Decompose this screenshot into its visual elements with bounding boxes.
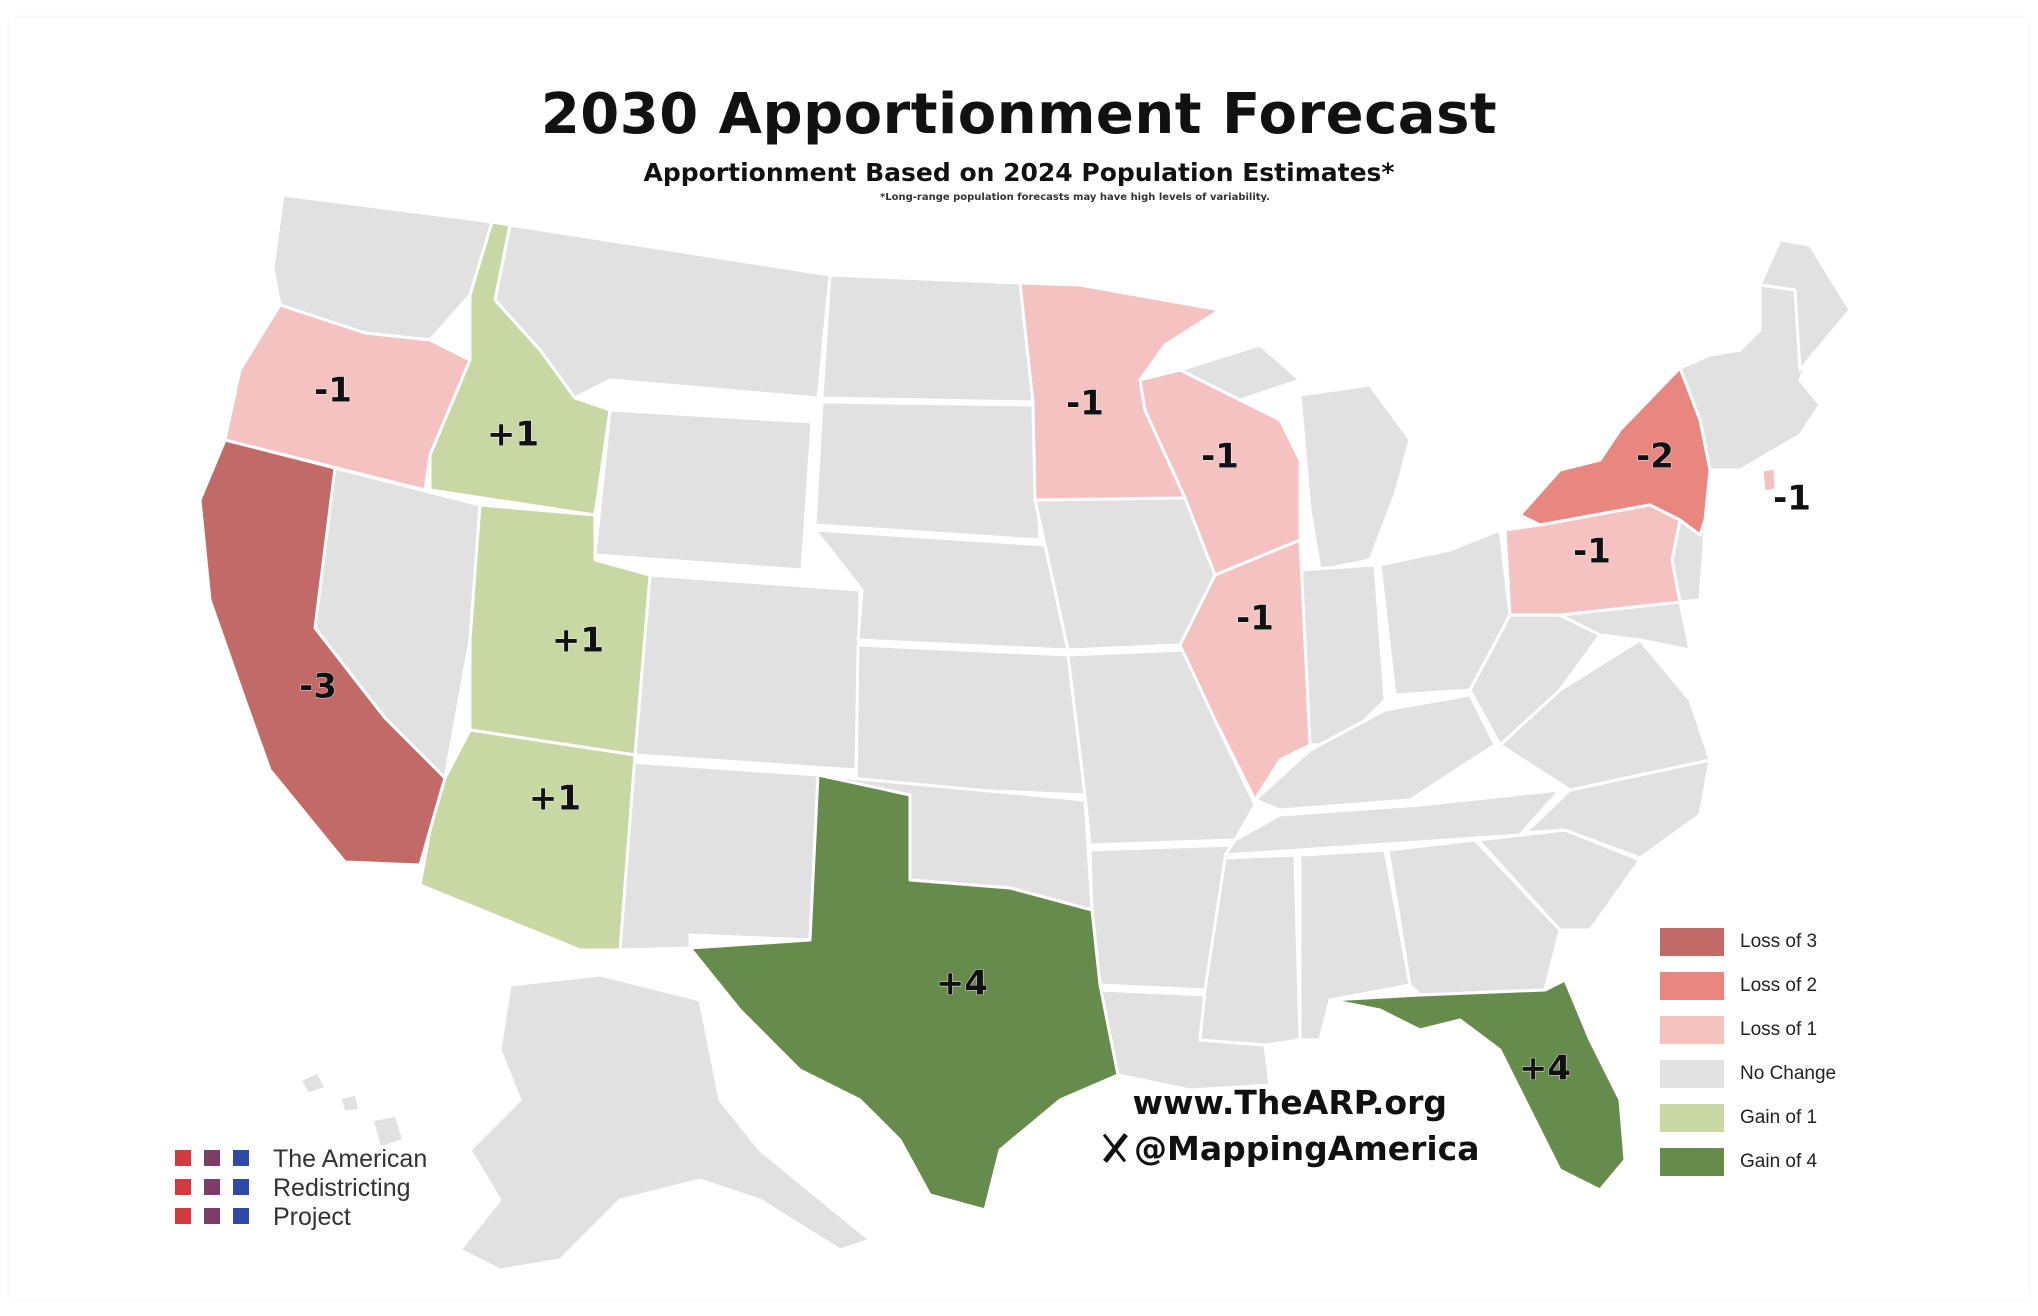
state-maine [1758,238,1852,372]
legend-label: No Change [1740,1063,1837,1084]
state-label-utah: +1 [552,621,604,661]
state-label-rhode-island: -1 [1773,479,1811,519]
base-states [271,193,1852,1272]
state-illinois [1178,538,1312,802]
logo-square [204,1208,220,1224]
state-label-california: -3 [299,667,337,707]
state-tennessee [1223,788,1562,857]
legend-item: Loss of 1 [1660,1008,1836,1052]
state-idaho [428,220,612,517]
state-label-illinois: -1 [1236,599,1274,639]
state-rhode-island [1760,466,1778,494]
map-subtitle: Apportionment Based on 2024 Population E… [643,158,1395,187]
legend-item: Loss of 3 [1660,920,1836,964]
state-label-pennsylvania: -1 [1573,532,1611,572]
state-pennsylvania [1503,503,1682,617]
logo-square [204,1179,220,1195]
logo-square [204,1150,220,1166]
state-wyoming [593,408,814,572]
state-california [198,438,447,867]
changed-states [198,220,1778,1212]
state-mississippi [1198,853,1302,1047]
state-label-oregon: -1 [314,371,352,411]
logo-square [175,1179,191,1195]
social-handle-text: @MappingAmerica [1134,1129,1480,1168]
legend-label: Loss of 3 [1740,931,1818,952]
credits: www.TheARP.org @MappingAmerica [1100,1080,1480,1172]
legend-swatch [1660,1016,1724,1044]
legend-item: Gain of 1 [1660,1096,1836,1140]
map-footnote: *Long-range population forecasts may hav… [880,192,1270,203]
state-utah [468,503,652,757]
state-hawaii [298,1070,406,1150]
logo-line: Redistricting [273,1174,411,1202]
social-handle[interactable]: @MappingAmerica [1100,1126,1480,1172]
logo-line: The American [273,1145,428,1173]
logo-square [233,1208,249,1224]
legend-label: Gain of 4 [1740,1151,1818,1172]
state-north-dakota [820,273,1035,404]
logo-square [175,1150,191,1166]
state-arizona [418,728,637,952]
logo-square [233,1150,249,1166]
logo-square [233,1179,249,1195]
state-change-labels: -1 +1 -3 +1 +1 +4 -1 -1 -1 -2 -1 -1 +4 [299,370,1812,1089]
legend-swatch [1660,972,1724,1000]
legend-swatch [1660,1060,1724,1088]
logo-line: Project [273,1203,351,1231]
legend-item: Loss of 2 [1660,964,1836,1008]
legend-item: No Change [1660,1052,1836,1096]
state-label-arizona: +1 [529,779,581,819]
legend-label: Loss of 2 [1740,975,1818,996]
logo-squares-icon [175,1150,249,1224]
legend-swatch [1660,1104,1724,1132]
state-texas [688,773,1120,1212]
state-south-dakota [813,400,1042,542]
x-logo-icon [1100,1133,1130,1163]
state-new-mexico [618,760,820,952]
state-label-florida: +4 [1519,1049,1571,1089]
state-alaska [458,973,872,1272]
state-label-idaho: +1 [487,415,539,455]
state-label-minnesota: -1 [1066,384,1104,424]
legend: Loss of 3 Loss of 2 Loss of 1 No Change Gain… [1660,920,1836,1184]
logo-text: The American Redistricting Project [273,1145,427,1232]
map-title: 2030 Apportionment Forecast [540,82,1498,147]
arp-logo: The American Redistricting Project [175,1145,427,1232]
website-link[interactable]: www.TheARP.org [1132,1083,1447,1122]
state-nebraska [813,528,1070,652]
logo-square [175,1208,191,1224]
state-florida [1328,978,1627,1192]
legend-swatch [1660,1148,1724,1176]
state-label-texas: +4 [936,964,988,1004]
state-wisconsin [1138,368,1302,577]
legend-label: Gain of 1 [1740,1107,1818,1128]
state-colorado [633,573,862,772]
state-label-wisconsin: -1 [1201,437,1239,477]
legend-item: Gain of 4 [1660,1140,1836,1184]
state-kentucky [1253,693,1497,812]
state-kansas [854,643,1087,797]
state-label-new-york: -2 [1636,437,1674,477]
legend-label: Loss of 1 [1740,1019,1818,1040]
legend-swatch [1660,928,1724,956]
